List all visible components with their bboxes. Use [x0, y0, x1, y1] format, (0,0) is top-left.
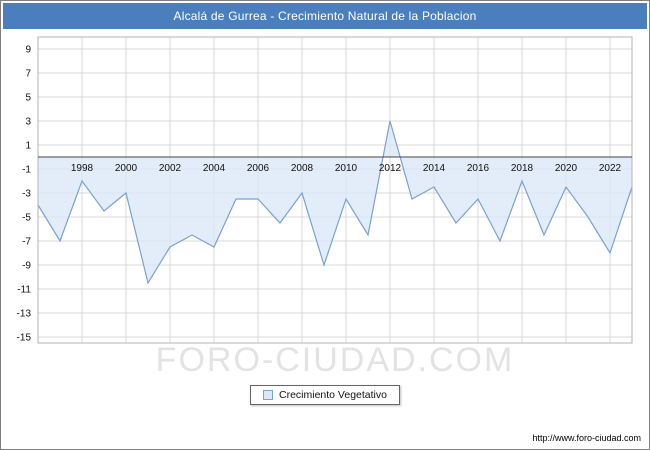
x-tick-label: 2020	[555, 163, 578, 174]
chart-title: Alcalá de Gurrea - Crecimiento Natural d…	[173, 9, 477, 23]
y-tick-label: -5	[22, 213, 31, 224]
y-tick-label: 7	[25, 69, 31, 80]
legend-label: Crecimiento Vegetativo	[279, 389, 387, 401]
x-tick-label: 2012	[379, 163, 402, 174]
x-tick-label: 2010	[335, 163, 358, 174]
x-tick-label: 2006	[247, 163, 270, 174]
y-tick-label: 1	[25, 141, 31, 152]
legend: Crecimiento Vegetativo	[250, 385, 400, 405]
chart-plot: 9 7 5 3 1 -1 -3 -5 -7 -9 -11 -13 -15 FORO-CIUDAD.COM 1…	[17, 36, 633, 379]
footer: http://www.foro-ciudad.com	[532, 433, 641, 443]
y-tick-label: -9	[22, 261, 31, 272]
y-tick-label: -13	[17, 309, 32, 320]
series-area-fill	[38, 121, 632, 283]
x-tick-label: 2014	[423, 163, 446, 174]
y-tick-label: -7	[22, 237, 31, 248]
legend-series-swatch-icon	[263, 390, 273, 400]
y-tick-label: -3	[22, 189, 31, 200]
watermark-text: FORO-CIUDAD.COM	[156, 341, 515, 379]
y-tick-label: 3	[25, 117, 31, 128]
footer-link[interactable]: http://www.foro-ciudad.com	[532, 433, 641, 443]
y-tick-label: -11	[17, 285, 31, 296]
x-tick-label: 1998	[71, 163, 94, 174]
series-line	[37, 120, 633, 285]
plot-border	[37, 36, 633, 344]
x-tick-label: 2022	[599, 163, 622, 174]
x-tick-label: 2000	[115, 163, 138, 174]
y-tick-label: -1	[22, 165, 31, 176]
chart-title-bar: Alcalá de Gurrea - Crecimiento Natural d…	[3, 3, 647, 29]
x-tick-label: 2018	[511, 163, 534, 174]
y-tick-label: 5	[25, 93, 31, 104]
y-tick-label: 9	[25, 45, 31, 56]
x-tick-label: 2016	[467, 163, 490, 174]
y-tick-label: -15	[17, 333, 32, 344]
x-tick-label: 2008	[291, 163, 314, 174]
x-tick-label: 2002	[159, 163, 182, 174]
legend-row: Crecimiento Vegetativo	[1, 385, 649, 405]
x-tick-label: 2004	[203, 163, 226, 174]
